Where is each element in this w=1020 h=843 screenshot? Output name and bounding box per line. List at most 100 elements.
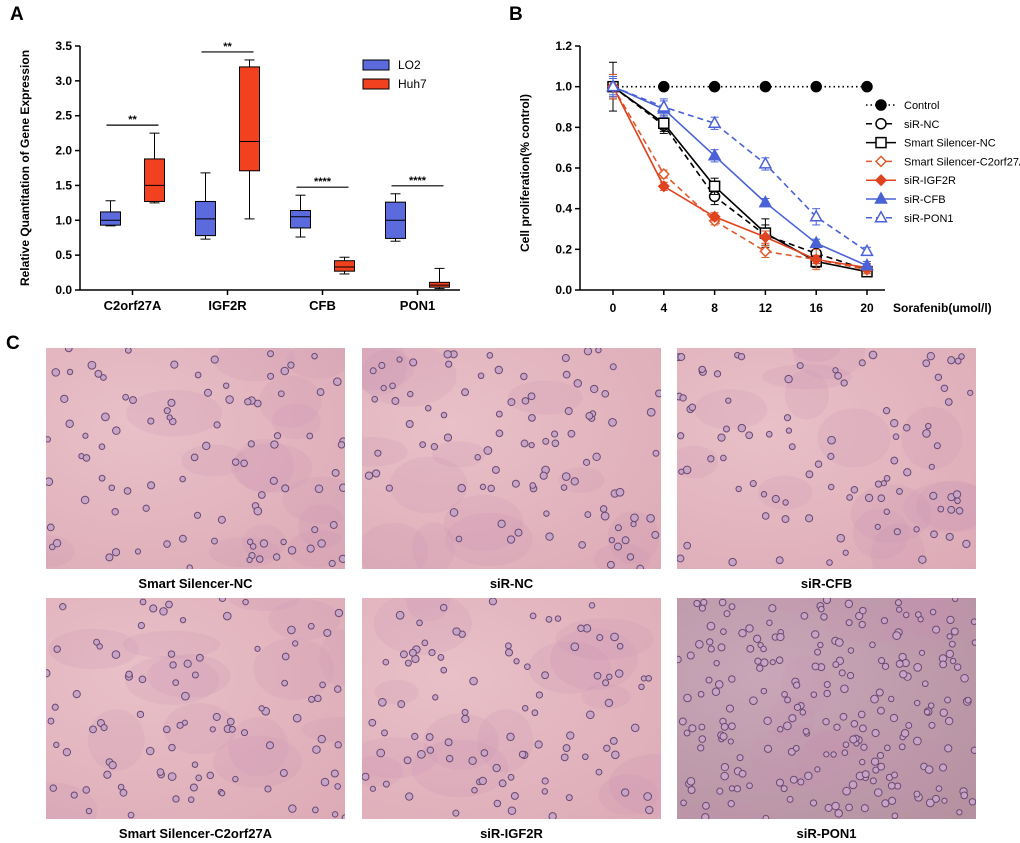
cell: [870, 757, 880, 766]
cell: [424, 404, 432, 412]
cell: [944, 744, 953, 753]
cell: [913, 526, 920, 533]
cell: [136, 710, 145, 719]
cell: [181, 691, 190, 701]
cell: [218, 598, 227, 603]
cell: [823, 751, 830, 758]
cell: [905, 721, 913, 729]
cell: [955, 506, 964, 515]
stain-blotch: [253, 638, 335, 700]
cell: [187, 796, 195, 803]
cell: [933, 442, 941, 450]
cell: [382, 780, 390, 788]
cell: [377, 697, 387, 707]
cell: [817, 605, 825, 613]
cell: [857, 710, 866, 719]
cell: [913, 790, 921, 798]
cell: [62, 747, 72, 757]
cell: [760, 658, 769, 667]
cell: [833, 723, 841, 731]
cell: [183, 659, 192, 668]
y-tick-label: 2.5: [55, 109, 72, 123]
cell: [529, 612, 537, 620]
stain-blotch: [234, 438, 294, 493]
cell: [727, 738, 734, 745]
cell: [962, 539, 971, 549]
cell: [811, 662, 820, 671]
cell: [792, 681, 801, 689]
cell: [902, 611, 910, 619]
micrograph-caption: siR-CFB: [800, 576, 853, 591]
cell: [705, 676, 713, 684]
cell: [372, 469, 381, 478]
y-axis-label: Cell proliferation(% control): [518, 94, 532, 252]
cell: [728, 557, 737, 567]
data-point-sir-cfb: [860, 258, 874, 271]
cell: [584, 511, 592, 519]
cell: [53, 645, 61, 653]
cell: [339, 483, 345, 492]
cell: [178, 534, 187, 543]
stain-blotch: [122, 630, 221, 659]
cell: [306, 432, 314, 440]
cell: [646, 513, 655, 523]
cell: [761, 512, 770, 520]
cell: [847, 647, 855, 654]
cell: [312, 806, 319, 814]
cell: [483, 446, 493, 455]
cell: [763, 744, 773, 753]
cell: [720, 454, 727, 462]
cell: [541, 777, 549, 785]
cell: [595, 768, 603, 776]
cell: [737, 423, 747, 433]
cell: [590, 384, 599, 394]
cell: [246, 556, 253, 564]
cell: [840, 684, 849, 694]
cell: [528, 441, 535, 449]
cell: [125, 670, 133, 678]
cell: [930, 530, 938, 539]
cell: [775, 656, 784, 664]
cell: [940, 384, 949, 393]
cell: [338, 554, 345, 563]
panel-letter-b: B: [509, 4, 523, 25]
box-plot-chart: 0.0 0.5 1.0 1.5 2.0 2.5 3.0 3.5 Relative Quantit…: [18, 39, 460, 313]
stain-blotch: [780, 655, 830, 719]
cell: [883, 475, 891, 482]
cell: [292, 713, 302, 723]
cell: [46, 477, 54, 487]
cell: [457, 483, 466, 493]
cell: [608, 536, 616, 544]
cell: [222, 382, 230, 389]
cell: [527, 392, 536, 401]
cell: [82, 432, 89, 439]
y-tick-label: 3.5: [55, 39, 72, 53]
cell: [722, 425, 731, 433]
cell: [53, 741, 60, 749]
cell: [403, 756, 412, 765]
cell: [172, 795, 180, 803]
cell: [683, 693, 692, 703]
stain-blotch: [362, 437, 408, 467]
cell: [100, 724, 108, 732]
cell: [593, 671, 602, 680]
cell: [799, 709, 807, 716]
cell: [822, 717, 830, 726]
cell: [611, 750, 620, 760]
cell: [925, 798, 935, 808]
stain-blotch: [784, 370, 829, 420]
cell: [507, 773, 515, 781]
cell: [678, 717, 687, 726]
cell: [561, 472, 571, 481]
box-huh7-cfb: [334, 260, 355, 272]
cell: [222, 611, 232, 621]
cell: [333, 377, 342, 386]
cell: [111, 548, 121, 557]
cell: [411, 732, 419, 741]
cell: [636, 564, 645, 569]
cell: [602, 679, 610, 687]
cell: [521, 397, 530, 405]
cell: [317, 539, 326, 548]
stain-blotch: [445, 512, 533, 566]
stain-blotch: [389, 456, 468, 514]
